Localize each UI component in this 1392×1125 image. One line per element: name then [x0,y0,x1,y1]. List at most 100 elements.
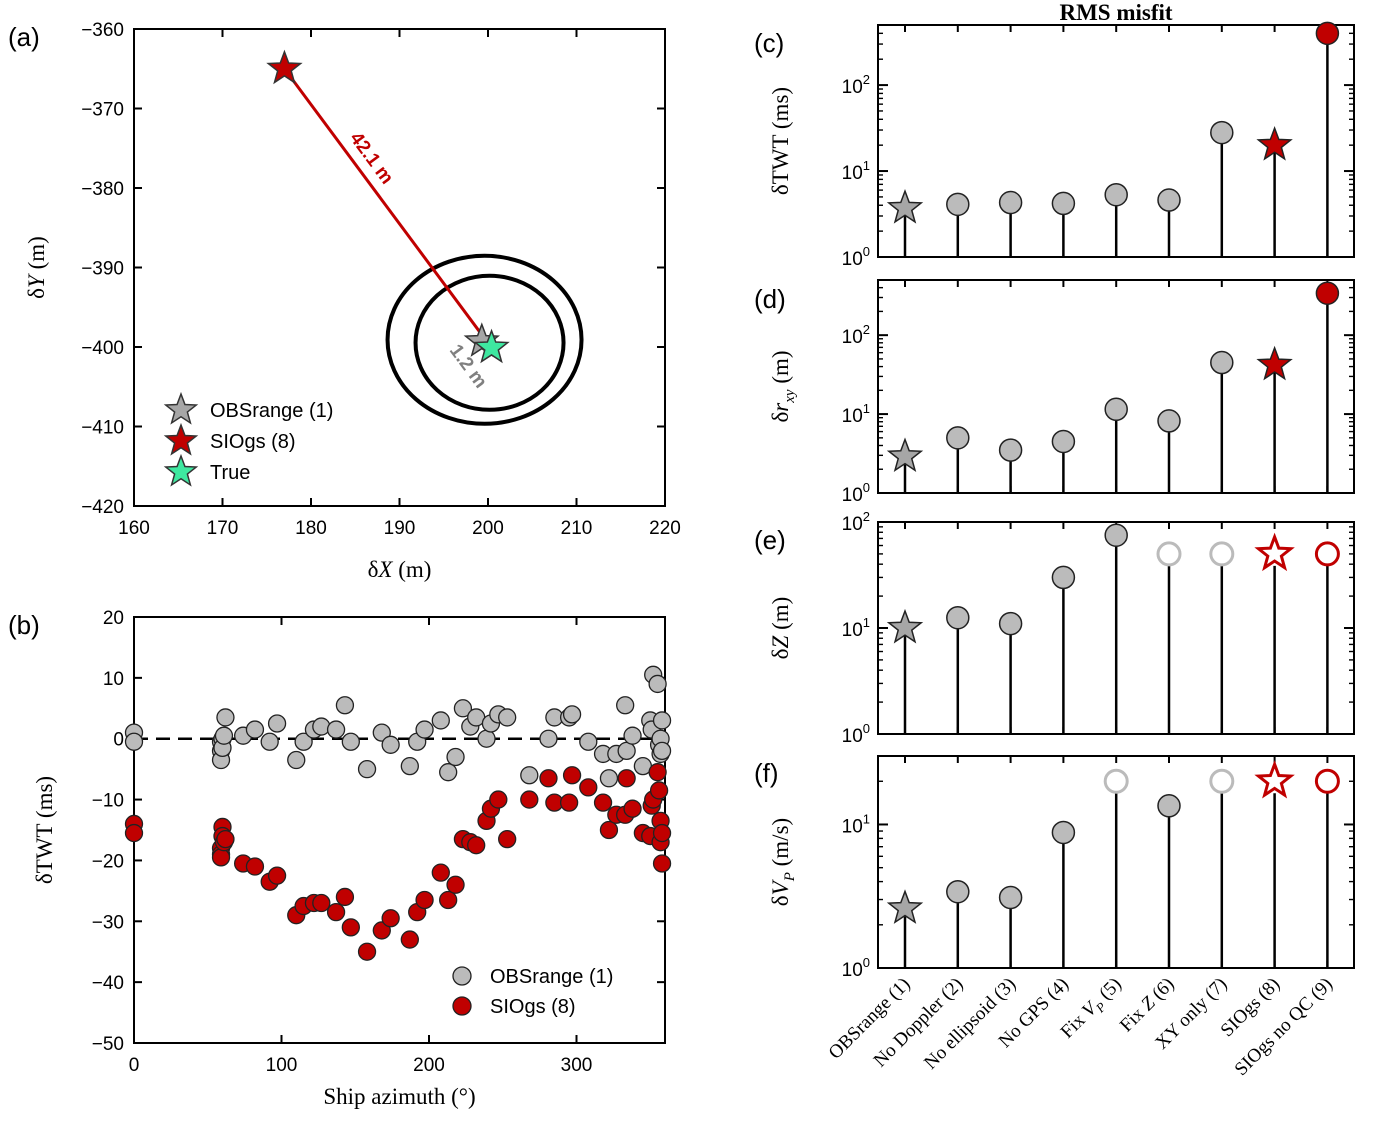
y-tick-label: −50 [92,1034,124,1055]
stem-marker-circle [946,426,970,450]
y-tick-label: −390 [81,259,124,280]
point-obsrange [267,714,287,733]
point-obsrange [477,729,496,748]
stem-marker-star [886,608,924,644]
panel-a: 160 170 180 190 200 210 220 −420 −410 −400 −390 −38… [8,20,681,582]
stem-marker-star [1256,345,1293,381]
y-tick-label: 100 [842,721,870,747]
point-siogs [415,890,434,910]
point-siogs [267,866,287,885]
point-siogs [623,799,642,818]
chart-title: RMS misfit [1059,0,1172,25]
y-tick-label: −360 [81,20,124,41]
x-tick-label: 180 [295,518,327,539]
misfit-line [283,67,493,349]
stem-marker-circle [1051,191,1076,216]
stem-marker-star [886,889,924,924]
point-siogs [562,766,582,785]
stem-marker-circle [1103,768,1129,794]
stem-marker-circle [998,611,1023,636]
point-obsrange [431,711,450,730]
point-obsrange [335,696,355,715]
stem-marker-circle [1314,768,1340,794]
stem-marker-circle [998,438,1023,462]
panel-b: 0 100 200 300 −50 −40 −30 −20 −10 0 10 20 Ship azimu… [8,608,672,1109]
point-obsrange [341,732,360,751]
point-obsrange [498,708,517,727]
category-label: No ellipsoid (3) [920,974,1020,1074]
stem-marker-circle [1209,541,1235,567]
point-siogs [431,863,450,882]
x-tick-label: 100 [266,1055,298,1076]
point-siogs [649,781,669,800]
y-axis-label: δTWT (ms) [768,87,793,195]
stem-marker-circle [1157,188,1181,212]
y-axis-label: δZ (m) [768,597,793,660]
y-tick-label: −20 [92,851,124,872]
legend-label: OBSrange (1) [490,966,613,988]
point-obsrange [599,769,619,788]
category-label: SIOgs no QC (9) [1231,974,1337,1080]
confidence-ellipse-inner [413,273,566,412]
point-siogs [400,930,419,949]
legend-label: SIOgs (8) [210,431,296,453]
y-axis-label: δVP (m/s) [768,818,798,906]
x-tick-label: 200 [472,518,504,539]
point-siogs [381,909,400,928]
x-tick-label: 170 [207,518,239,539]
x-tick-label: 190 [384,518,416,539]
point-obsrange [260,732,279,751]
point-obsrange [446,747,465,767]
point-siogs [216,829,235,849]
stem-marker-circle [1051,429,1076,454]
stem-marker-circle [1157,794,1181,818]
legend-marker [163,391,199,425]
point-obsrange [415,720,434,739]
point-obsrange [579,732,598,751]
stem-marker-circle [1210,120,1234,145]
legend-label: SIOgs (8) [490,996,576,1018]
point-siogs [467,836,486,855]
distance-annotation-siogs: 42.1 m [345,128,397,188]
point-siogs [520,790,539,809]
legend-marker [163,422,199,456]
y-tick-label: −380 [81,179,124,200]
point-siogs [559,793,579,812]
point-obsrange [294,732,313,751]
stem-marker-circle [1210,350,1234,375]
y-tick-label: 0 [113,730,124,751]
point-obsrange [287,750,306,770]
category-labels: OBSrange (1)No Doppler (2)No ellipsoid (… [825,974,1337,1080]
stem-marker-circle [1051,820,1076,845]
y-tick-label: −420 [81,497,124,518]
point-obsrange [520,766,539,785]
point-obsrange [400,756,419,776]
stem-marker-circle [946,879,970,904]
y-tick-label: −10 [92,791,124,812]
stem-marker-circle [1104,182,1128,207]
y-tick-label: 100 [842,480,870,506]
stem-marker-circle [998,885,1023,910]
point-obsrange [381,735,400,754]
point-obsrange [617,741,636,761]
stem-marker-star [1256,126,1293,161]
legend-marker [163,453,199,487]
x-tick-label: 0 [129,1055,140,1076]
point-siogs [599,820,619,840]
point-obsrange [245,720,265,739]
point-siogs [539,769,558,788]
x-tick-label: 300 [561,1055,593,1076]
stem-marker-circle [1209,768,1235,794]
stem-marker-circle [998,190,1023,215]
stem-marker-circle [1315,21,1340,46]
y-tick-label: −30 [92,912,124,933]
x-axis-label: δX (m) [368,557,432,582]
y-tick-label: 102 [842,322,870,348]
legend-marker [452,996,472,1016]
point-siogs [652,854,672,873]
point-siogs [211,848,231,867]
stem-marker-star [886,437,924,472]
point-obsrange [562,705,582,724]
stem-marker-circle [1104,397,1128,422]
stem-marker-circle [1156,541,1182,567]
